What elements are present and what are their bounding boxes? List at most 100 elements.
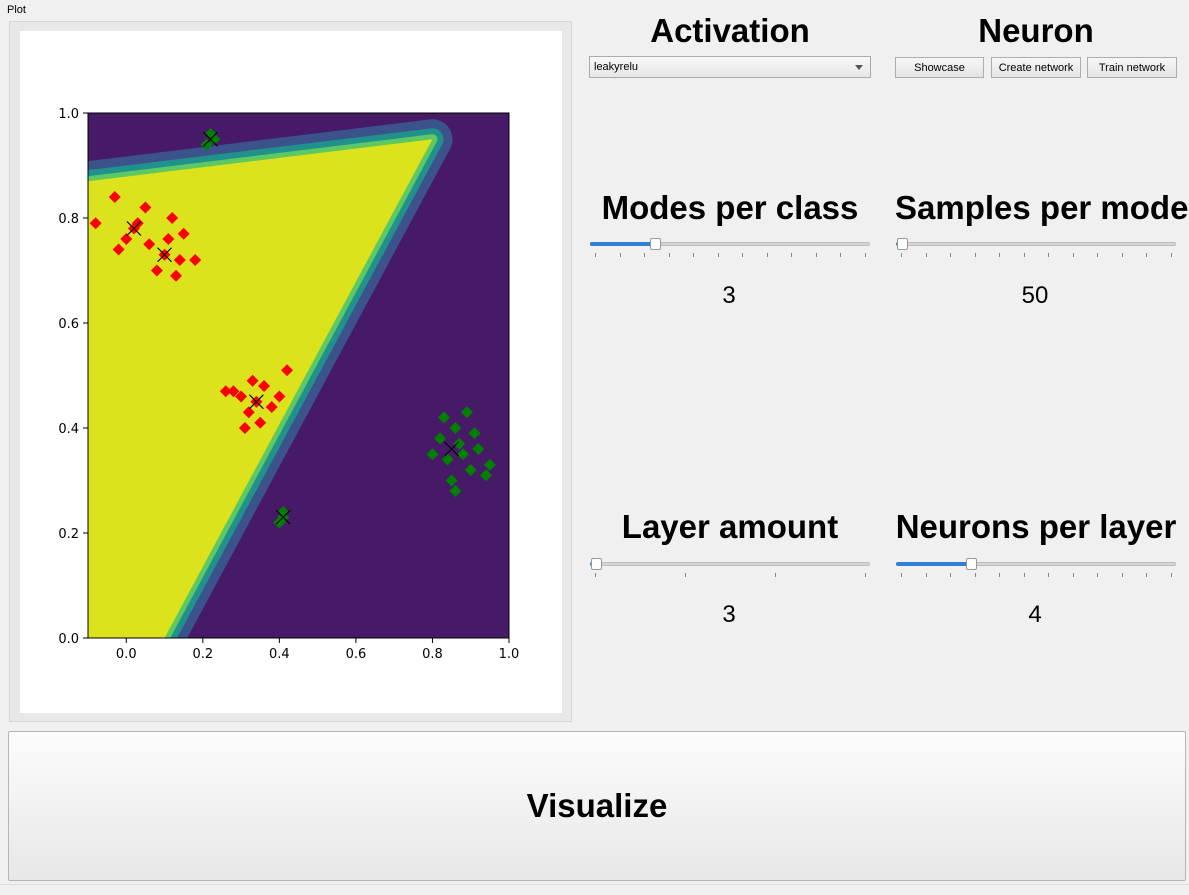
data-point xyxy=(468,427,481,440)
train-network-button[interactable]: Train network xyxy=(1087,57,1177,78)
slider-tick xyxy=(1097,253,1099,257)
slider-ticks xyxy=(896,253,1176,259)
data-point xyxy=(480,469,493,482)
slider-tick xyxy=(644,253,646,257)
data-point xyxy=(460,406,473,419)
plot-canvas: 0.0 0.2 0.4 0.6 0.8 1.0 0.0 0.2 0.4 0.6 0.8 1.0 xyxy=(20,31,562,713)
y-tick-label: 1.0 xyxy=(58,107,79,122)
activation-combobox[interactable]: leakyrelu xyxy=(589,56,871,78)
samples-per-mode-slider[interactable] xyxy=(896,238,1176,262)
create-network-button[interactable]: Create network xyxy=(991,57,1081,78)
slider-tick xyxy=(950,253,952,257)
slider-tick xyxy=(815,253,817,257)
x-tick-label: 0.8 xyxy=(422,647,443,662)
y-tick-label: 0.6 xyxy=(58,317,79,332)
cluster-center-marker xyxy=(203,131,218,147)
x-tick-label: 0.4 xyxy=(269,647,290,662)
data-point xyxy=(464,464,477,476)
y-tick-label: 0.8 xyxy=(58,212,79,227)
slider-handle[interactable] xyxy=(591,558,602,570)
data-point xyxy=(120,233,133,245)
slider-tick xyxy=(901,253,902,257)
slider-tick xyxy=(1048,253,1050,257)
slider-tick xyxy=(1146,573,1148,577)
decision-region xyxy=(88,139,433,638)
data-point xyxy=(227,385,240,398)
slider-tick xyxy=(1072,253,1074,257)
data-point xyxy=(273,390,286,403)
slider-groove xyxy=(590,562,870,566)
slider-tick xyxy=(865,253,866,257)
x-tick-label: 1.0 xyxy=(499,647,520,662)
showcase-button[interactable]: Showcase xyxy=(895,57,984,78)
cluster-center-marker xyxy=(275,509,291,525)
data-point xyxy=(112,243,125,256)
slider-ticks xyxy=(590,253,870,259)
slider-tick xyxy=(999,253,1001,257)
modes-per-class-slider[interactable] xyxy=(590,238,870,262)
slider-fill xyxy=(590,242,654,246)
slider-tick xyxy=(717,253,719,257)
center-stroke xyxy=(157,247,172,263)
slider-tick xyxy=(742,253,744,257)
center-stroke xyxy=(126,221,142,236)
layer-amount-heading: Layer amount xyxy=(621,508,839,545)
slider-tick xyxy=(791,253,793,257)
layer-amount-slider[interactable] xyxy=(590,558,870,582)
visualize-button[interactable]: Visualize xyxy=(8,731,1186,881)
data-point xyxy=(143,238,156,251)
modes-per-class-heading: Modes per class xyxy=(601,189,859,226)
samples-per-mode-heading: Samples per mode xyxy=(895,189,1189,226)
slider-handle[interactable] xyxy=(649,238,661,250)
data-point xyxy=(235,390,248,403)
slider-tick xyxy=(1146,253,1148,257)
chevron-down-icon xyxy=(855,65,863,70)
data-point xyxy=(200,138,213,151)
data-point xyxy=(453,437,466,450)
data-point xyxy=(131,217,144,230)
slider-groove xyxy=(896,242,1176,246)
center-stroke xyxy=(275,509,291,525)
data-point xyxy=(150,264,163,277)
center-stroke xyxy=(444,441,460,457)
neuron-heading: Neuron xyxy=(978,12,1094,49)
x-tick-label: 0.2 xyxy=(192,647,213,662)
data-point xyxy=(108,191,121,203)
data-point xyxy=(426,448,439,461)
cluster-center-marker xyxy=(248,394,264,410)
slider-ticks xyxy=(896,573,1176,579)
cluster-center-marker xyxy=(126,221,142,236)
data-point xyxy=(254,416,267,429)
data-point xyxy=(437,411,450,424)
slider-tick xyxy=(1171,573,1172,577)
slider-tick xyxy=(974,573,976,577)
x-tick-label: 0.6 xyxy=(346,647,367,662)
slider-tick xyxy=(775,573,776,577)
neurons-per-layer-slider[interactable] xyxy=(896,558,1176,582)
samples-per-mode-value: 50 xyxy=(1021,282,1049,309)
data-point xyxy=(173,254,186,266)
slider-tick xyxy=(1171,253,1172,257)
data-point xyxy=(273,516,286,529)
data-point xyxy=(265,401,278,413)
y-tick-label: 0.4 xyxy=(58,422,79,437)
data-point xyxy=(208,133,221,146)
data-point xyxy=(219,385,232,398)
data-point xyxy=(434,432,447,445)
slider-tick xyxy=(925,253,927,257)
slider-fill xyxy=(896,562,971,566)
cluster-center-marker xyxy=(157,247,172,263)
slider-ticks xyxy=(590,573,870,579)
data-point xyxy=(170,269,183,282)
layer-amount-value: 3 xyxy=(722,601,736,628)
slider-tick xyxy=(595,253,596,257)
data-point xyxy=(166,212,179,224)
slider-handle[interactable] xyxy=(897,238,908,250)
slider-tick xyxy=(999,573,1001,577)
slider-tick xyxy=(1121,253,1123,257)
slider-tick xyxy=(865,573,866,577)
slider-handle[interactable] xyxy=(966,558,978,570)
slider-tick xyxy=(685,573,686,577)
activation-heading: Activation xyxy=(650,12,810,49)
data-point xyxy=(189,254,202,266)
